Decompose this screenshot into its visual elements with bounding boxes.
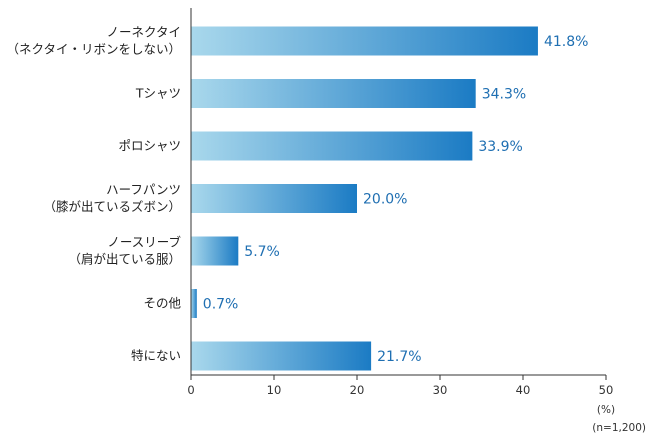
data-label: 33.9% — [478, 139, 522, 155]
data-label: 41.8% — [544, 34, 588, 50]
bar — [191, 341, 372, 371]
category-label: （ネクタイ・リボンをしない） — [6, 42, 181, 57]
data-label: 5.7% — [244, 244, 280, 260]
bar — [191, 26, 538, 56]
bar — [191, 289, 197, 318]
bar — [191, 79, 476, 108]
data-label: 0.7% — [203, 297, 239, 313]
x-tick-label: 10 — [267, 383, 282, 397]
category-label: （肩が出ている服） — [68, 252, 181, 267]
bar — [191, 236, 239, 266]
data-label: 34.3% — [482, 87, 526, 103]
category-label: 特にない — [131, 348, 181, 363]
data-label: 20.0% — [363, 192, 407, 208]
x-tick-label: 50 — [599, 383, 614, 397]
sample-size-note: (n=1,200) — [592, 422, 646, 434]
x-tick-label: 40 — [516, 383, 531, 397]
bar — [191, 184, 357, 213]
data-label: 21.7% — [377, 349, 421, 365]
category-label: ノーネクタイ — [106, 25, 181, 40]
category-label: （膝が出ているズボン） — [43, 199, 181, 214]
category-label: その他 — [143, 296, 181, 311]
category-label: ノースリーブ — [107, 235, 181, 250]
bar — [191, 131, 473, 161]
category-label: Tシャツ — [135, 86, 181, 101]
x-tick-label: 30 — [433, 383, 448, 397]
x-tick-label: 20 — [350, 383, 365, 397]
x-unit-label: (%) — [597, 404, 615, 416]
category-label: ポロシャツ — [118, 138, 181, 153]
category-label: ハーフパンツ — [106, 182, 181, 197]
x-tick-label: 0 — [187, 383, 194, 397]
